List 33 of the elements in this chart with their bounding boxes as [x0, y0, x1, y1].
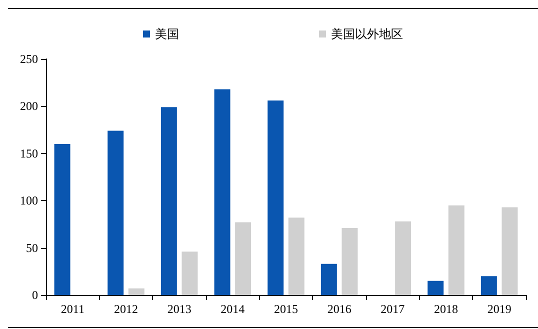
bar — [108, 130, 124, 295]
bar — [160, 107, 177, 295]
bar — [288, 218, 304, 295]
bar — [428, 280, 444, 295]
y-tick-label: 0 — [32, 288, 38, 302]
x-tick-label: 2017 — [380, 302, 405, 316]
bar — [214, 89, 230, 295]
bar — [502, 207, 518, 295]
x-tick-label: 2018 — [434, 302, 458, 316]
y-tick-label: 50 — [26, 240, 38, 255]
x-tick-label: 2011 — [60, 302, 84, 316]
y-tick-label: 250 — [20, 52, 38, 66]
x-tick-label: 2019 — [487, 302, 512, 316]
y-tick-label: 100 — [20, 194, 38, 208]
bar — [448, 205, 464, 295]
y-tick-label: 150 — [20, 146, 38, 160]
x-tick-label: 2012 — [114, 302, 138, 316]
bar — [235, 222, 252, 295]
bar — [320, 264, 337, 295]
x-tick-label: 2013 — [167, 302, 192, 316]
y-tick-label: 200 — [20, 99, 38, 114]
bar — [54, 144, 70, 295]
x-tick-label: 2016 — [327, 302, 352, 316]
legend-label: 美国以外地区 — [331, 27, 403, 41]
bar — [268, 100, 284, 295]
legend-label: 美国 — [155, 27, 179, 41]
bar — [128, 288, 144, 295]
bar — [480, 276, 497, 295]
bar — [395, 221, 412, 295]
bar — [342, 228, 358, 295]
x-tick-label: 2014 — [220, 302, 245, 316]
bar — [182, 252, 198, 295]
x-tick-label: 2015 — [274, 302, 298, 316]
